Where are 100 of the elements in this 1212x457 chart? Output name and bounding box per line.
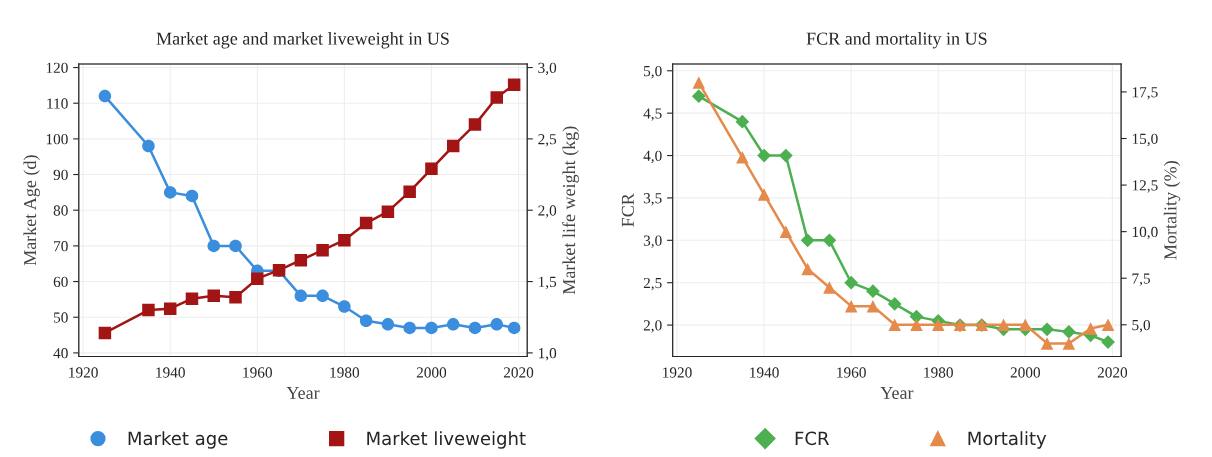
point — [735, 114, 750, 129]
point — [468, 118, 482, 131]
y-tick-label: 60 — [53, 276, 68, 288]
point — [490, 318, 503, 331]
point — [844, 275, 859, 290]
x-tick-label: 2020 — [1097, 367, 1128, 378]
point — [778, 148, 793, 163]
point — [757, 188, 771, 201]
point — [207, 239, 220, 253]
y-tick-label: 2,5 — [643, 277, 662, 291]
point — [229, 291, 242, 304]
y2-tick-label: 1,0 — [538, 348, 557, 361]
y2-tick-label: 3,0 — [538, 62, 557, 76]
x-tick-label: 1980 — [330, 367, 360, 378]
y2-tick-label: 17,5 — [1132, 87, 1158, 100]
y2-tick-label: 10,0 — [1132, 226, 1158, 240]
y2-tick-label: 12,5 — [1132, 180, 1158, 193]
x-tick-label: 1920 — [663, 367, 692, 378]
x-axis-title: Year — [286, 386, 320, 399]
y-tick-label: 4,5 — [643, 108, 662, 121]
point — [251, 272, 264, 285]
point — [403, 321, 416, 335]
point — [446, 139, 460, 153]
y2-tick-label: 2,5 — [538, 134, 557, 147]
y-tick-label: 3,0 — [643, 235, 662, 248]
point — [142, 303, 155, 317]
point — [866, 284, 880, 299]
point — [359, 314, 373, 328]
chart-title: Market age and market liveweight in US — [156, 32, 449, 49]
point — [1062, 337, 1076, 350]
x-tick-label: 2020 — [503, 367, 534, 378]
point — [1040, 322, 1054, 337]
point — [316, 289, 329, 303]
legend-label: FCR — [795, 431, 829, 446]
y-tick-label: 3,5 — [643, 193, 662, 206]
point — [316, 243, 329, 257]
y2-tick-label: 1,5 — [538, 276, 557, 290]
point — [425, 162, 438, 176]
point — [142, 139, 155, 153]
point — [823, 281, 836, 294]
point — [98, 89, 112, 103]
point — [736, 150, 749, 164]
point — [446, 318, 460, 331]
y-tick-label: 40 — [53, 348, 68, 359]
point — [931, 318, 945, 332]
y-axis-title: Market Age (d) — [23, 155, 40, 266]
point — [844, 299, 858, 313]
point — [1061, 325, 1076, 339]
legend-label: Mortality — [968, 431, 1047, 449]
point — [801, 262, 814, 276]
y-tick-label: 110 — [47, 98, 68, 109]
y2-axis-title: Market life weight (kg) — [562, 126, 579, 295]
y-tick-label: 100 — [46, 134, 68, 145]
point — [887, 297, 902, 311]
legend-label: Market age — [128, 431, 228, 449]
y-tick-label: 5,0 — [644, 65, 662, 79]
point — [338, 233, 351, 247]
point — [98, 326, 112, 340]
y-tick-label: 120 — [46, 62, 68, 73]
point — [185, 189, 199, 203]
y2-axis-title: Mortality (%) — [1163, 161, 1181, 260]
point — [403, 185, 416, 198]
point — [359, 216, 373, 230]
point — [888, 318, 901, 332]
x-tick-label: 2000 — [416, 367, 447, 378]
point — [163, 302, 177, 315]
point — [338, 300, 351, 313]
point — [691, 89, 706, 104]
y2-tick-label: 5,0 — [1132, 319, 1151, 333]
point — [507, 321, 521, 335]
point — [425, 321, 438, 335]
point — [490, 91, 503, 104]
y2-tick-label: 7,5 — [1132, 273, 1151, 286]
point — [185, 292, 199, 305]
point — [381, 318, 395, 331]
point — [692, 76, 706, 89]
point — [866, 299, 880, 313]
point — [294, 253, 308, 267]
y-tick-label: 80 — [53, 205, 68, 216]
point — [294, 289, 308, 303]
y-tick-label: 4,0 — [643, 150, 662, 164]
x-tick-label: 1940 — [750, 367, 779, 378]
legend-label: Market liveweight — [367, 431, 526, 449]
point — [163, 186, 177, 199]
point — [910, 318, 923, 332]
y-tick-label: 90 — [53, 169, 68, 180]
point — [757, 148, 771, 163]
point — [229, 239, 242, 253]
y-tick-label: 70 — [54, 241, 68, 252]
y2-tick-label: 15,0 — [1132, 133, 1158, 147]
point — [997, 318, 1010, 332]
chart-title: FCR and mortality in US — [806, 32, 987, 49]
y-axis-title: FCR — [621, 193, 634, 227]
point — [1084, 322, 1097, 335]
x-tick-label: 2000 — [1010, 367, 1041, 378]
y2-tick-label: 2,0 — [538, 205, 557, 218]
x-tick-label: 1920 — [69, 367, 98, 378]
point — [507, 78, 521, 91]
y-tick-label: 2,0 — [643, 320, 662, 333]
x-tick-label: 1960 — [837, 367, 866, 378]
